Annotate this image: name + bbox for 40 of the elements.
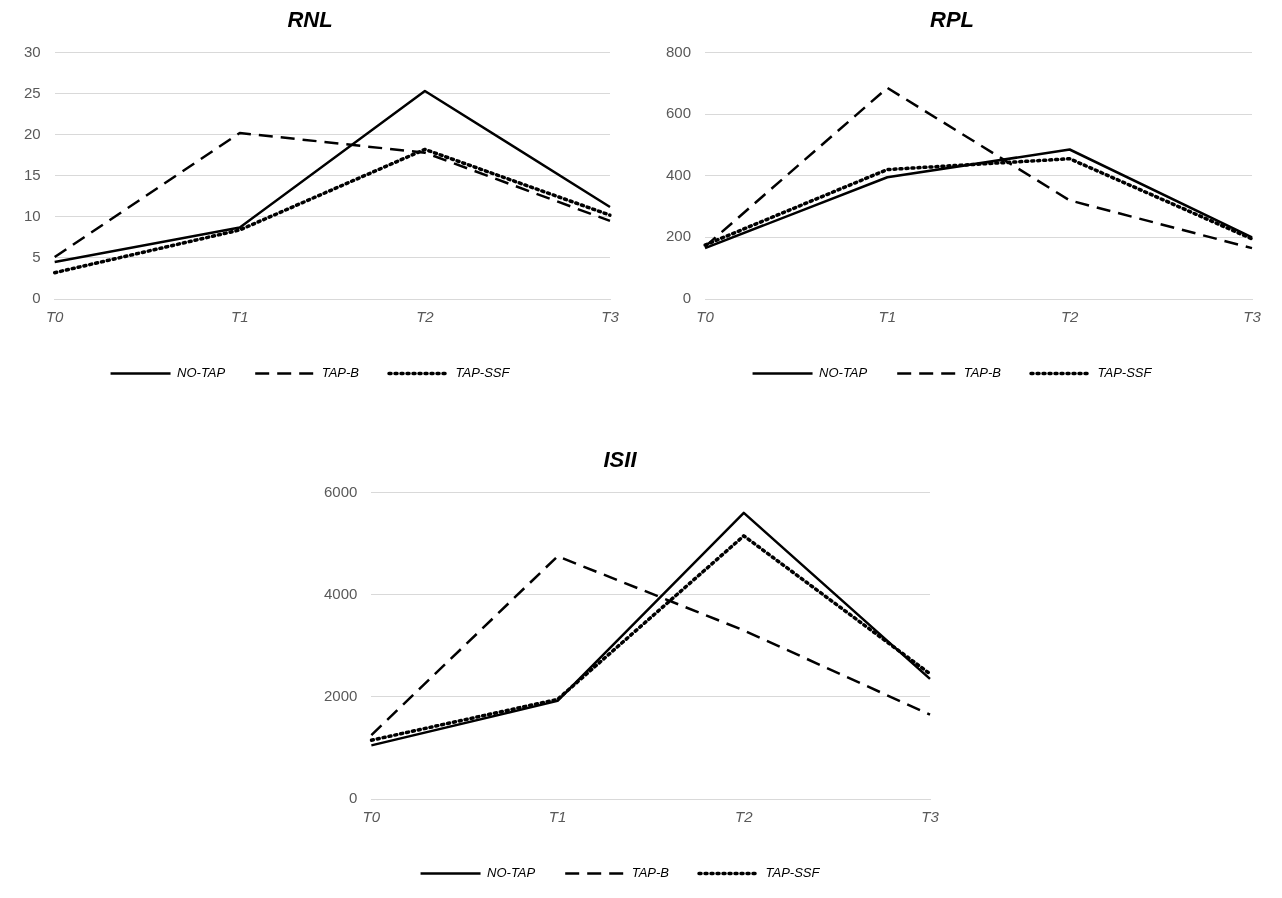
y-tick-label: 2000 <box>323 686 358 704</box>
legend-label: TAP-SSF <box>765 865 821 881</box>
y-tick-label: 0 <box>682 289 692 307</box>
y-tick-label: 5 <box>32 248 41 266</box>
x-tick-label: T0 <box>45 308 65 326</box>
chart-title: ISII <box>603 447 638 473</box>
x-tick-label: T0 <box>696 308 715 326</box>
y-tick-label: 15 <box>24 165 41 183</box>
y-tick-label: 0 <box>349 789 358 807</box>
x-tick-label: T1 <box>878 308 897 326</box>
legend-label: TAP-B <box>963 365 1002 381</box>
x-tick-label: T0 <box>362 808 381 826</box>
legend-label: TAP-B <box>321 365 360 381</box>
y-tick-label: 600 <box>666 104 692 122</box>
x-tick-label: T1 <box>231 308 249 326</box>
x-tick-label: T2 <box>1060 308 1080 326</box>
y-tick-label: 800 <box>666 42 692 60</box>
y-tick-label: 25 <box>24 83 41 101</box>
y-tick-label: 200 <box>666 227 692 245</box>
legend-label: TAP-SSF <box>455 365 511 381</box>
y-tick-label: 4000 <box>323 584 358 602</box>
x-tick-label: T3 <box>601 308 620 326</box>
x-tick-label: T3 <box>921 808 940 826</box>
legend-label: TAP-SSF <box>1097 365 1153 381</box>
legend-label: NO-TAP <box>487 865 536 881</box>
chart-title: RNL <box>287 7 333 33</box>
x-tick-label: T2 <box>416 308 435 326</box>
y-tick-label: 6000 <box>323 482 358 500</box>
y-tick-label: 0 <box>32 289 41 307</box>
legend-label: NO-TAP <box>177 365 226 381</box>
y-tick-label: 400 <box>666 165 692 183</box>
x-tick-label: T2 <box>735 808 754 826</box>
chart-title: RPL <box>930 7 974 33</box>
y-tick-label: 10 <box>24 206 41 224</box>
legend-label: NO-TAP <box>819 365 868 381</box>
x-tick-label: T3 <box>1243 308 1262 326</box>
y-tick-label: 20 <box>24 124 41 142</box>
x-tick-label: T1 <box>548 808 567 826</box>
y-tick-label: 30 <box>24 42 41 60</box>
legend-label: TAP-B <box>631 865 670 881</box>
